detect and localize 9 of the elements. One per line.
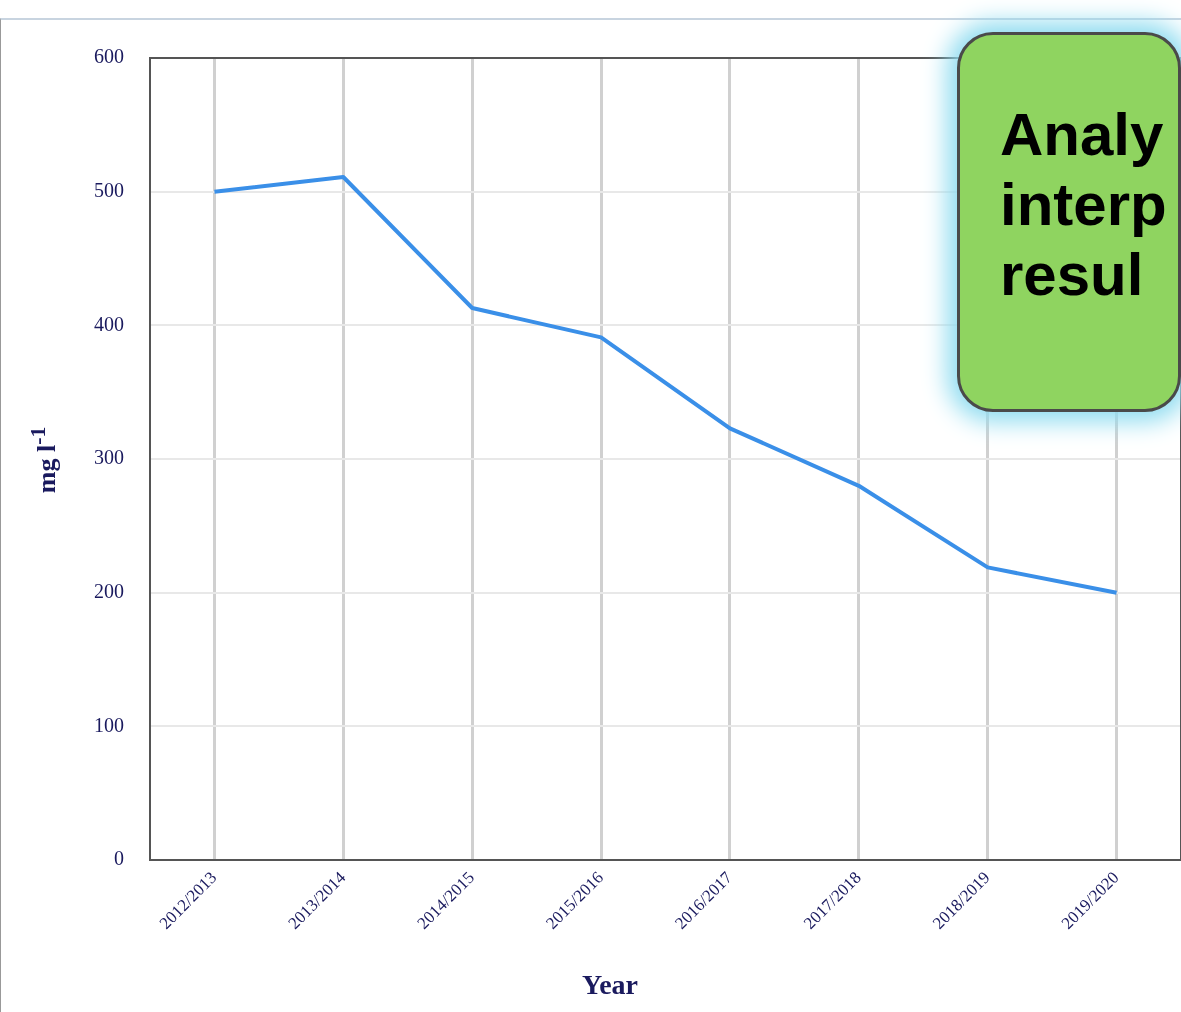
y-tick-label: 300	[94, 446, 124, 469]
x-axis-title: Year	[582, 969, 638, 1001]
y-tick-label: 600	[94, 45, 124, 68]
annotation: Analy interp resul	[1000, 100, 1167, 310]
y-tick-label: 200	[94, 580, 124, 603]
y-tick-label: 0	[114, 847, 124, 870]
y-tick-label: 400	[94, 312, 124, 335]
y-tick-label: 100	[94, 713, 124, 736]
y-tick-label: 500	[94, 178, 124, 201]
